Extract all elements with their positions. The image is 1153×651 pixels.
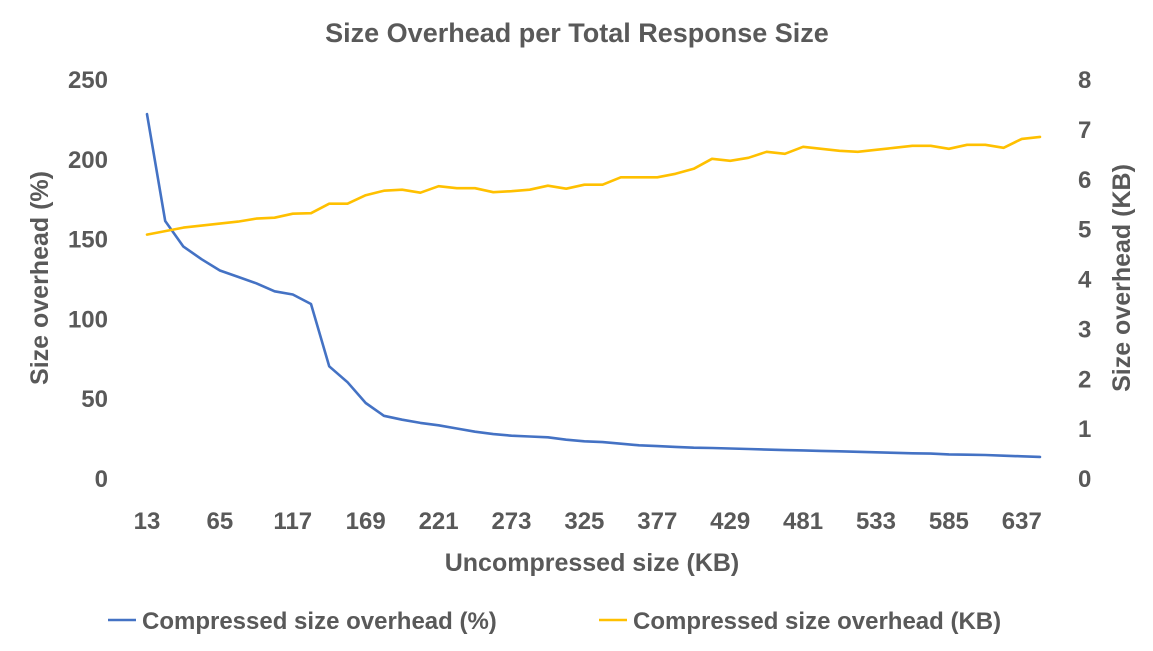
x-tick-label: 637 (1002, 508, 1042, 535)
y-axis-right-title: Size overhead (KB) (1108, 164, 1136, 392)
x-tick-label: 481 (783, 508, 823, 535)
y-tick-label: 200 (68, 147, 108, 174)
y-tick-label: 250 (68, 67, 108, 94)
y-tick-label: 0 (95, 466, 108, 493)
legend-label-1: Compressed size overhead (%) (142, 608, 497, 635)
x-tick-label: 533 (856, 508, 896, 535)
series-lines (145, 112, 1042, 459)
y-tick-label: 50 (81, 386, 108, 413)
y-tick-label: 150 (68, 227, 108, 254)
x-tick-label: 429 (710, 508, 750, 535)
series-line-2 (145, 135, 1042, 236)
x-tick-label: 585 (929, 508, 969, 535)
y2-tick-label: 8 (1078, 67, 1091, 94)
y2-tick-label: 3 (1078, 316, 1091, 343)
x-axis-title: Uncompressed size (KB) (445, 549, 740, 577)
x-tick-label: 65 (207, 508, 234, 535)
x-tick-label: 13 (134, 508, 161, 535)
x-tick-label: 221 (419, 508, 459, 535)
x-axis: 13 65 117 169 221 273 325 377 429 481 533 585 637 (134, 508, 1042, 535)
x-tick-label: 377 (637, 508, 677, 535)
x-tick-label: 169 (346, 508, 386, 535)
legend: Compressed size overhead (%) Compressed s… (108, 608, 1001, 635)
y-axis-left-title: Size overhead (%) (26, 171, 54, 385)
y2-tick-label: 6 (1078, 167, 1091, 194)
y2-tick-label: 4 (1078, 267, 1092, 294)
y-axis-left: 0 50 100 150 200 250 (68, 67, 108, 493)
y-tick-label: 100 (68, 306, 108, 333)
y-axis-right: 0 1 2 3 4 5 6 7 8 (1078, 67, 1092, 493)
y2-tick-label: 0 (1078, 466, 1091, 493)
legend-label-2: Compressed size overhead (KB) (633, 608, 1001, 635)
y2-tick-label: 7 (1078, 117, 1091, 144)
x-tick-label: 117 (273, 508, 312, 535)
y2-tick-label: 5 (1078, 217, 1091, 244)
x-tick-label: 325 (564, 508, 604, 535)
chart-title: Size Overhead per Total Response Size (325, 18, 829, 48)
y2-tick-label: 2 (1078, 366, 1091, 393)
series-line-1 (145, 112, 1042, 459)
y2-tick-label: 1 (1078, 416, 1091, 443)
x-tick-label: 273 (491, 508, 531, 535)
